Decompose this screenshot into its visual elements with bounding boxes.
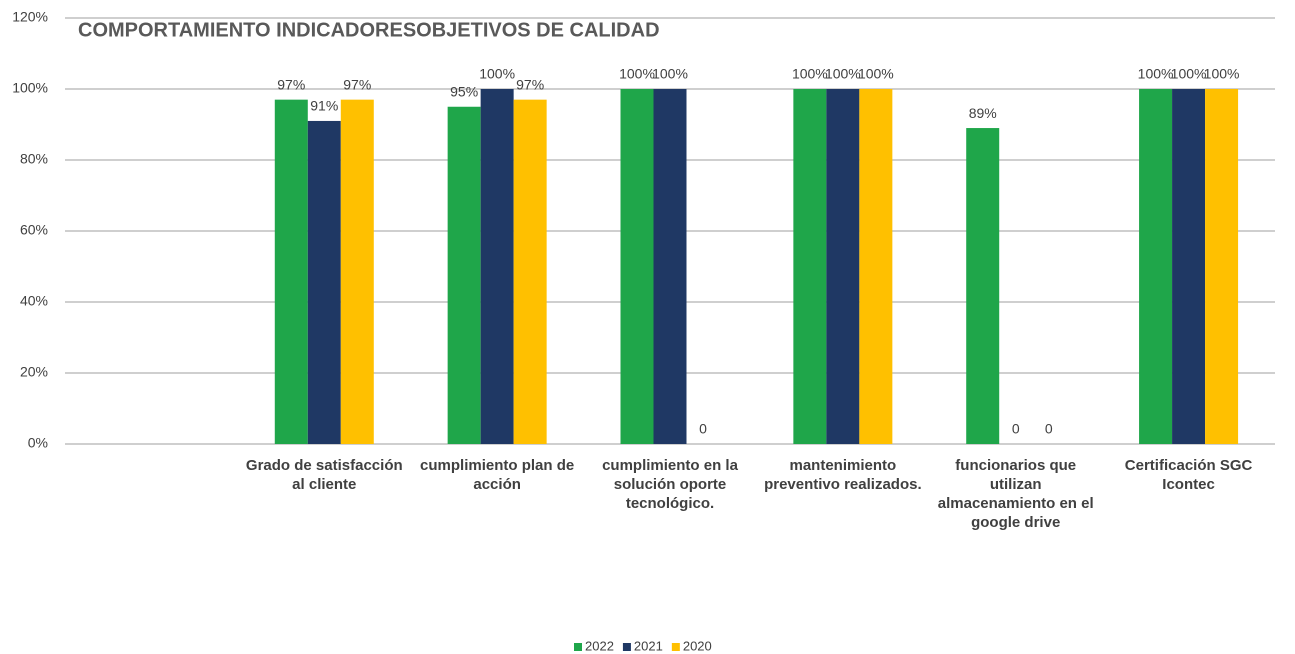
- x-tick-label: cumplimiento plan de acción: [420, 457, 575, 493]
- x-tick-label: mantenimiento preventivo realizados.: [764, 457, 922, 493]
- data-label: 100%: [792, 66, 828, 82]
- data-label: 100%: [1138, 66, 1174, 82]
- legend-swatch: [574, 643, 582, 651]
- bar: [447, 106, 481, 444]
- x-tick-label: Certificación SGC Icontec: [1124, 457, 1253, 493]
- data-label: 100%: [825, 66, 861, 82]
- data-label: 0: [699, 421, 707, 437]
- data-label: 100%: [652, 66, 688, 82]
- legend-label: 2021: [634, 638, 663, 653]
- data-label: 0: [1045, 421, 1053, 437]
- data-label: 89%: [969, 105, 997, 121]
- y-tick-label: 100%: [12, 80, 48, 96]
- y-tick-label: 20%: [20, 364, 48, 380]
- data-label: 97%: [277, 76, 305, 92]
- bar: [966, 128, 1000, 445]
- bar: [274, 99, 308, 445]
- bar: [826, 89, 860, 444]
- legend-label: 2022: [585, 638, 614, 653]
- data-label: 97%: [516, 76, 544, 92]
- bar: [480, 89, 514, 444]
- data-label: 100%: [1171, 66, 1207, 82]
- x-tick-label: funcionarios que utilizan almacenamiento…: [937, 457, 1094, 531]
- data-label: 100%: [858, 66, 894, 82]
- chart-title: COMPORTAMIENTO INDICADORESOBJETIVOS DE C…: [78, 19, 660, 41]
- data-label: 0: [1012, 421, 1020, 437]
- y-tick-label: 120%: [12, 9, 48, 25]
- bar: [340, 99, 374, 445]
- data-label: 100%: [479, 66, 515, 82]
- bar: [859, 89, 893, 444]
- bar: [620, 89, 654, 444]
- legend-swatch: [622, 643, 631, 651]
- bar: [1172, 89, 1206, 444]
- data-label: 91%: [310, 98, 338, 114]
- bar: [513, 99, 547, 445]
- y-tick-label: 80%: [20, 151, 48, 167]
- x-tick-label: cumplimiento en la solución oporte tecno…: [602, 457, 738, 512]
- legend-swatch: [671, 643, 680, 651]
- y-tick-label: 60%: [20, 222, 48, 238]
- data-label: 100%: [619, 66, 655, 82]
- data-label: 95%: [450, 83, 478, 99]
- bar: [1205, 89, 1239, 444]
- bar: [307, 120, 341, 444]
- x-tick-label: Grado de satisfacción al cliente: [245, 457, 403, 493]
- y-tick-label: 0%: [28, 435, 48, 451]
- bar: [793, 89, 827, 444]
- y-tick-label: 40%: [20, 293, 48, 309]
- legend-label: 2020: [683, 638, 712, 653]
- data-label: 97%: [343, 76, 371, 92]
- bar: [1139, 89, 1173, 444]
- data-label: 100%: [1204, 66, 1240, 82]
- bar: [653, 89, 687, 444]
